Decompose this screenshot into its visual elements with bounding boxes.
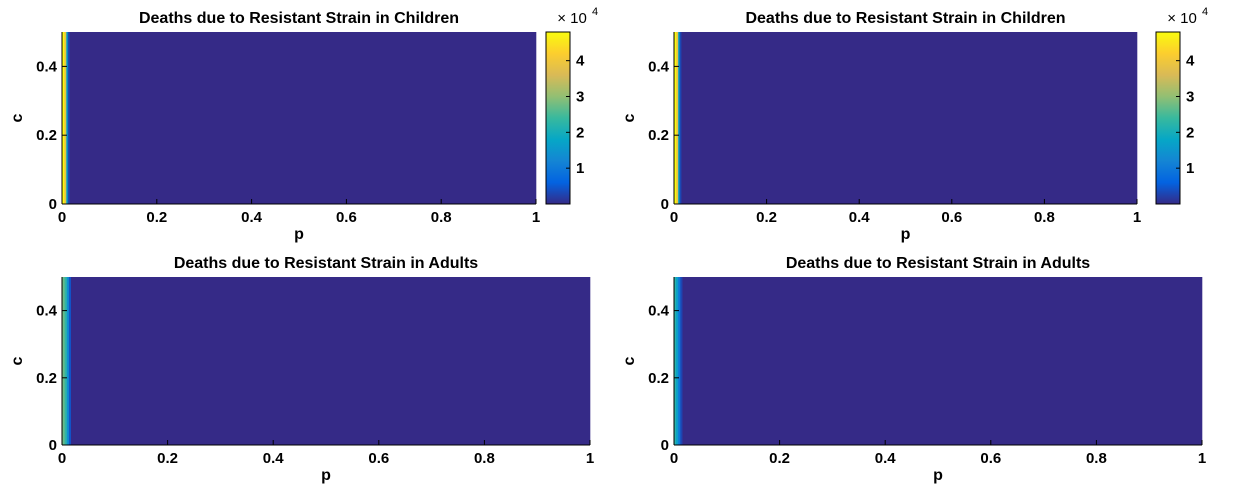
y-tick-label: 0 bbox=[49, 196, 57, 213]
x-axis-label: p bbox=[294, 226, 304, 243]
y-tick-label: 0.4 bbox=[36, 58, 58, 75]
x-tick-label: 0 bbox=[58, 209, 66, 226]
colorbar-multiplier: × 10 bbox=[557, 10, 587, 27]
heatmap-cell bbox=[66, 277, 70, 445]
y-tick-label: 0.4 bbox=[36, 303, 58, 320]
x-tick-label: 0.4 bbox=[875, 450, 897, 467]
x-tick-label: 0.4 bbox=[263, 450, 285, 467]
x-tick-label: 0.2 bbox=[756, 209, 777, 226]
heatmap-cell bbox=[69, 32, 537, 204]
x-tick-label: 0.6 bbox=[941, 209, 962, 226]
colorbar-multiplier: × 10 bbox=[1167, 10, 1197, 27]
chart-panel-1: 0 0.2 0.4 0.6 0.8 1 0 0.2 0.4 Deaths due to Resis… bbox=[9, 6, 598, 243]
x-tick-label: 1 bbox=[586, 450, 594, 467]
heatmap-cell bbox=[62, 277, 65, 445]
x-tick-label: 0.6 bbox=[980, 450, 1001, 467]
colorbar-tick-label: 2 bbox=[576, 124, 584, 141]
colorbar-tick-label: 4 bbox=[1186, 53, 1195, 70]
x-tick-label: 0.2 bbox=[769, 450, 790, 467]
x-axis-label: p bbox=[901, 226, 911, 243]
heatmap-cell bbox=[62, 32, 65, 204]
heatmap-cell bbox=[682, 277, 1203, 445]
heatmap-cell bbox=[674, 32, 677, 204]
x-tick-label: 0.8 bbox=[431, 209, 452, 226]
x-tick-label: 0 bbox=[58, 450, 66, 467]
heatmap-cell bbox=[680, 277, 683, 445]
x-tick-label: 0.6 bbox=[336, 209, 357, 226]
colorbar: 1 2 3 4 × 10 4 bbox=[545, 6, 598, 205]
y-tick-label: 0.4 bbox=[648, 58, 670, 75]
x-tick-label: 0.4 bbox=[849, 209, 871, 226]
y-tick-label: 0 bbox=[49, 437, 57, 454]
colorbar-exponent: 4 bbox=[592, 6, 598, 18]
x-tick-label: 0.8 bbox=[474, 450, 495, 467]
y-axis-label: c bbox=[9, 356, 26, 365]
y-axis-label: c bbox=[9, 113, 26, 122]
y-tick-label: 0.2 bbox=[36, 370, 57, 387]
heatmap-cell bbox=[64, 277, 68, 445]
y-tick-label: 0.4 bbox=[648, 303, 670, 320]
heatmap-cell bbox=[678, 32, 680, 204]
chart-panel-4: 0 0.2 0.4 0.6 0.8 1 0 0.2 0.4 Deaths due to Resis… bbox=[621, 255, 1206, 484]
chart-title: Deaths due to Resistant Strain in Adults bbox=[786, 255, 1090, 272]
x-tick-label: 0 bbox=[670, 450, 678, 467]
heatmap-cell bbox=[67, 32, 70, 204]
colorbar-tick-label: 1 bbox=[576, 160, 584, 177]
colorbar-tick-label: 1 bbox=[1186, 160, 1194, 177]
colorbar-tick-label: 2 bbox=[1186, 124, 1194, 141]
x-tick-label: 0.8 bbox=[1034, 209, 1055, 226]
colorbar-tick-label: 4 bbox=[576, 53, 585, 70]
colorbar-tick-label: 3 bbox=[576, 89, 584, 106]
y-axis-label: c bbox=[621, 356, 638, 365]
x-tick-label: 0.2 bbox=[146, 209, 167, 226]
x-axis-label: p bbox=[933, 467, 943, 484]
chart-panel-3: 0 0.2 0.4 0.6 0.8 1 0 0.2 0.4 Deaths due to Resis… bbox=[9, 255, 594, 484]
x-tick-label: 0.2 bbox=[157, 450, 178, 467]
x-tick-label: 1 bbox=[1198, 450, 1206, 467]
colorbar-gradient bbox=[545, 31, 571, 205]
colorbar-tick-label: 3 bbox=[1186, 89, 1194, 106]
chart-panel-2: 0 0.2 0.4 0.6 0.8 1 0 0.2 0.4 Deaths due to Resis… bbox=[621, 6, 1208, 243]
chart-title: Deaths due to Resistant Strain in Childr… bbox=[745, 10, 1065, 27]
heatmap-cell bbox=[66, 32, 68, 204]
x-tick-label: 0 bbox=[670, 209, 678, 226]
x-tick-label: 0.8 bbox=[1086, 450, 1107, 467]
x-tick-label: 1 bbox=[532, 209, 540, 226]
heatmap-cell bbox=[676, 277, 679, 445]
heatmap-cell bbox=[676, 32, 679, 204]
x-axis-label: p bbox=[321, 467, 331, 484]
chart-title: Deaths due to Resistant Strain in Adults bbox=[174, 255, 478, 272]
heatmap-cell bbox=[70, 277, 591, 445]
y-tick-label: 0.2 bbox=[648, 370, 669, 387]
heatmap-cell bbox=[68, 277, 72, 445]
heatmap-cell bbox=[681, 32, 1138, 204]
colorbar-gradient bbox=[1155, 31, 1181, 205]
heatmap-cell bbox=[64, 32, 67, 204]
heatmap-cell bbox=[674, 277, 677, 445]
colorbar: 1 2 3 4 × 10 4 bbox=[1155, 6, 1208, 205]
x-tick-label: 0.6 bbox=[368, 450, 389, 467]
heatmap-cell bbox=[678, 277, 681, 445]
y-tick-label: 0 bbox=[661, 196, 669, 213]
x-tick-label: 0.4 bbox=[241, 209, 263, 226]
y-tick-label: 0.2 bbox=[36, 127, 57, 144]
chart-title: Deaths due to Resistant Strain in Childr… bbox=[139, 10, 459, 27]
colorbar-exponent: 4 bbox=[1202, 6, 1208, 18]
heatmap-cell bbox=[679, 32, 682, 204]
y-tick-label: 0.2 bbox=[648, 127, 669, 144]
y-tick-label: 0 bbox=[661, 437, 669, 454]
x-tick-label: 1 bbox=[1133, 209, 1141, 226]
y-axis-label: c bbox=[621, 113, 638, 122]
